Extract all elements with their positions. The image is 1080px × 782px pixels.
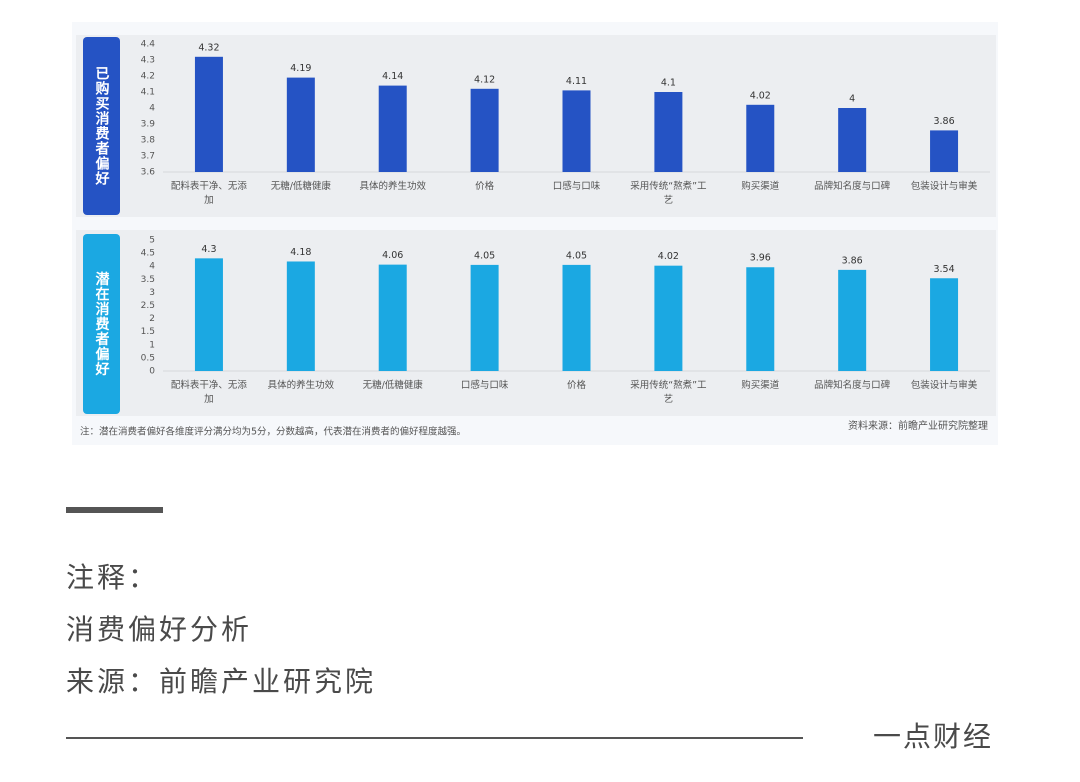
bar [378,264,407,371]
bar [746,267,775,371]
value-label: 4.05 [474,250,495,261]
value-label: 4 [849,94,855,105]
bar [838,269,867,371]
title-box [83,37,120,215]
x-tick-label: 配料表干净、无添加 [170,380,247,405]
y-tick-label: 1.5 [141,327,155,337]
bar [930,278,959,371]
x-tick-label: 配料表干净、无添加 [170,181,247,206]
y-tick-label: 5 [149,236,155,246]
x-tick-label: 购买渠道 [741,181,780,192]
title-box [83,234,120,414]
bar [470,264,499,371]
x-tick-label: 品牌知名度与口碑 [814,181,891,192]
bar [654,92,683,172]
y-tick-label: 4 [149,104,155,114]
value-label: 4.11 [566,76,587,87]
y-tick-label: 0 [149,367,155,377]
y-tick-label: 3.7 [141,152,155,162]
bar [470,88,499,172]
x-tick-label: 采用传统“熬煮”工艺 [630,181,707,206]
x-tick-label: 价格 [566,380,586,391]
value-label: 4.32 [198,42,219,53]
bar [562,264,591,371]
y-tick-label: 2 [149,314,155,324]
value-label: 4.1 [661,78,676,89]
divider [66,507,163,513]
y-tick-label: 4 [149,262,155,272]
value-label: 4.02 [658,251,679,262]
value-label: 4.12 [474,74,495,85]
value-label: 3.86 [842,255,863,266]
bar [562,90,591,172]
value-label: 3.96 [750,253,771,264]
bar [654,265,683,371]
y-tick-label: 3.5 [141,275,155,285]
y-tick-label: 1 [149,340,155,350]
x-tick-label: 品牌知名度与口碑 [814,380,891,391]
y-tick-label: 2.5 [141,301,155,311]
value-label: 4.05 [566,250,587,261]
x-tick-label: 包装设计与审美 [910,181,978,192]
chart-title: 潜在消费者偏好 [94,271,111,377]
bar [194,56,223,172]
value-label: 4.02 [750,90,771,101]
x-tick-label: 购买渠道 [741,380,780,391]
caption-label: 注释： [66,561,160,594]
bar [194,258,223,371]
bar [286,261,315,371]
bar [378,85,407,172]
y-tick-label: 3.6 [141,168,156,178]
y-tick-label: 4.3 [141,56,155,66]
y-tick-label: 3.9 [141,120,156,130]
x-tick-label: 具体的养生功效 [267,380,335,391]
bar [286,77,315,172]
bar [838,108,867,172]
value-label: 3.86 [933,116,954,127]
value-label: 4.3 [201,244,216,255]
value-label: 4.14 [382,71,403,82]
value-label: 4.06 [382,250,403,261]
x-tick-label: 无糖/低糖健康 [270,181,331,192]
value-label: 3.54 [933,264,954,275]
y-tick-label: 3.8 [141,136,156,146]
bar [930,130,959,172]
x-tick-label: 口感与口味 [552,181,601,192]
y-tick-label: 4.2 [141,72,155,82]
y-tick-label: 4.1 [141,88,155,98]
bar [746,104,775,172]
brand: 一点财经 [873,720,993,753]
y-tick-label: 4.5 [141,249,155,259]
value-label: 4.19 [290,63,311,74]
value-label: 4.18 [290,247,311,258]
caption-topic: 消费偏好分析 [66,613,253,646]
y-tick-label: 0.5 [141,353,155,363]
x-tick-label: 具体的养生功效 [359,181,426,192]
caption-origin: 来源：前瞻产业研究院 [66,665,377,698]
x-tick-label: 无糖/低糖健康 [362,380,423,391]
chart-title: 已购买消费者偏好 [94,66,111,186]
note: 注：潜在消费者偏好各维度评分满分均为5分，分数越高，代表潜在消费者的偏好程度越强… [80,426,466,438]
x-tick-label: 价格 [475,181,495,192]
x-tick-label: 采用传统“熬煮”工艺 [630,380,707,405]
source: 资料来源：前瞻产业研究院整理 [848,419,988,432]
x-tick-label: 口感与口味 [460,380,509,391]
x-tick-label: 包装设计与审美 [910,380,978,391]
y-tick-label: 4.4 [141,40,156,50]
y-tick-label: 3 [149,288,155,298]
